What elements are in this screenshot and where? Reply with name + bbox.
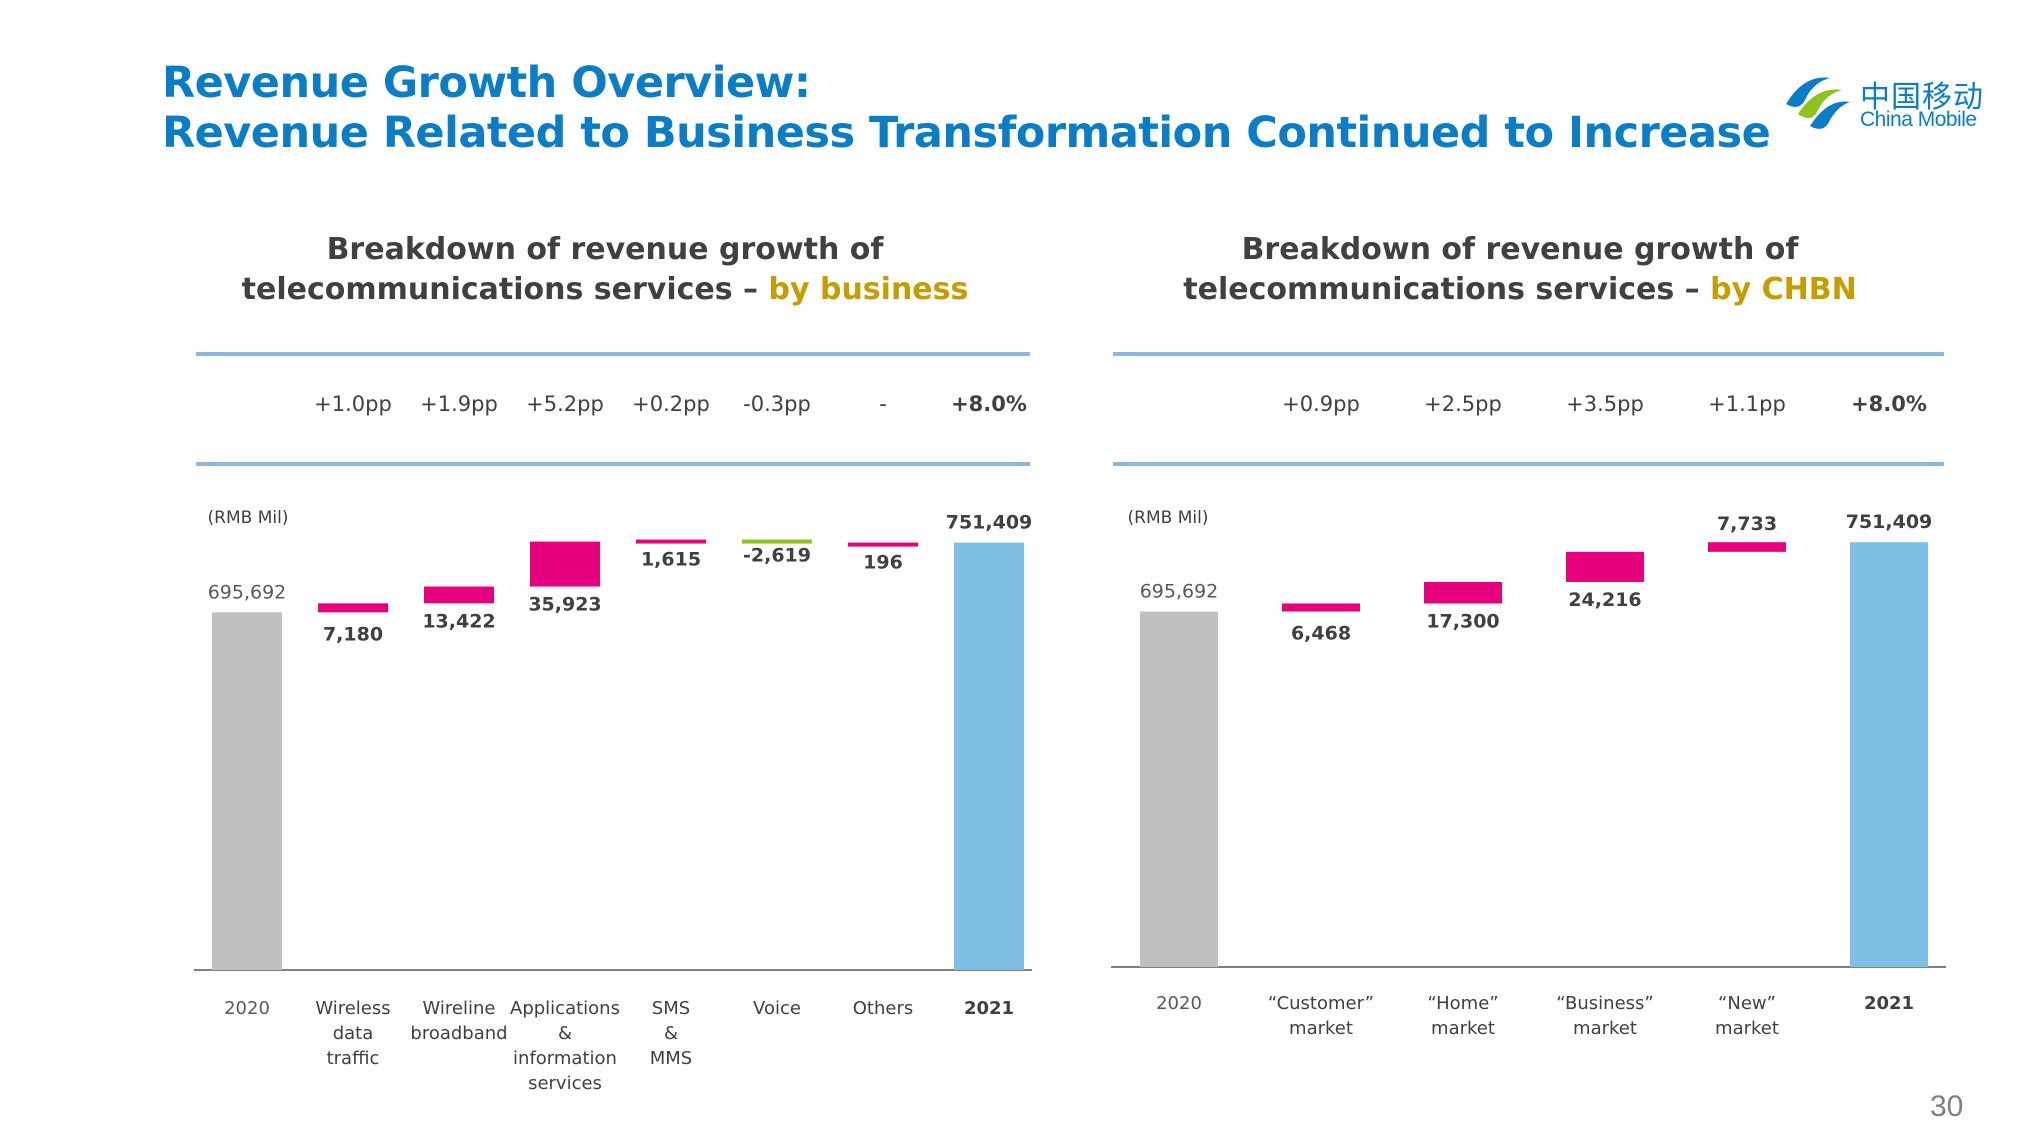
chart-1-category-6-line-0: Others bbox=[853, 998, 914, 1019]
chart-2-category-1-line-0: “Customer” bbox=[1268, 993, 1374, 1014]
chart-1-category-1-line-2: traffic bbox=[327, 1048, 380, 1069]
chart-2-data-label-4: 7,733 bbox=[1717, 513, 1777, 535]
chart-1-category-2-line-1: broadband bbox=[410, 1023, 507, 1044]
chart-1-growth-5: -0.3pp bbox=[743, 392, 811, 416]
chart-1-bar-2 bbox=[424, 586, 494, 604]
chart-2-category-3-line-0: “Business” bbox=[1556, 993, 1653, 1014]
chart-2-category-0-line-0: 2020 bbox=[1156, 993, 1202, 1014]
chart-1-category-4-line-1: & bbox=[664, 1023, 678, 1044]
chart-1-growth-2: +1.9pp bbox=[420, 392, 498, 416]
chart-1-growth-7: +8.0% bbox=[951, 392, 1027, 416]
logo-text-en: China Mobile bbox=[1860, 108, 1977, 131]
chart-2-category-1-line-1: market bbox=[1289, 1018, 1353, 1039]
chart-2-bar-5 bbox=[1850, 542, 1928, 967]
chart-2-bar-0 bbox=[1140, 611, 1218, 967]
chart-2-data-label-0: 695,692 bbox=[1140, 581, 1219, 603]
chart-1-growth-3: +5.2pp bbox=[526, 392, 604, 416]
logo-text-cn: 中国移动 bbox=[1860, 80, 1984, 115]
chart-2-title-highlight: by CHBN bbox=[1710, 272, 1857, 307]
chart-1-category-0-line-0: 2020 bbox=[224, 998, 270, 1019]
chart-1-data-label-6: 196 bbox=[863, 552, 903, 574]
chart-2-data-label-3: 24,216 bbox=[1568, 589, 1641, 611]
chart-1-bar-3 bbox=[530, 541, 600, 587]
chart-2-bar-2 bbox=[1424, 581, 1502, 604]
chart-1-bar-0 bbox=[212, 612, 282, 970]
chart-2-growth-1: +0.9pp bbox=[1282, 392, 1360, 416]
chart-1-category-7-line-0: 2021 bbox=[964, 998, 1014, 1019]
chart-1-category-1-line-1: data bbox=[333, 1023, 374, 1044]
chart-1-category-3-line-1: & bbox=[558, 1023, 572, 1044]
chart-1-category-2-line-0: Wireline bbox=[423, 998, 496, 1019]
chart-2-growth-3: +3.5pp bbox=[1566, 392, 1644, 416]
chart-1-bar-1 bbox=[318, 603, 388, 613]
chart-2-bar-1 bbox=[1282, 603, 1360, 612]
chart-1-data-label-3: 35,923 bbox=[528, 594, 601, 616]
page-title: Revenue Growth Overview: Revenue Related… bbox=[162, 58, 1771, 158]
chart-2-bar-4 bbox=[1708, 542, 1786, 552]
chart-2-growth-2: +2.5pp bbox=[1424, 392, 1502, 416]
page-number: 30 bbox=[1930, 1090, 1964, 1123]
chart-2-growth-5: +8.0% bbox=[1851, 392, 1927, 416]
chart-1-growth-4: +0.2pp bbox=[632, 392, 710, 416]
chart-2-category-2-line-0: “Home” bbox=[1427, 993, 1498, 1014]
chart-1-title-main: Breakdown of revenue growth of telecommu… bbox=[241, 232, 884, 307]
chart-2-bar-3 bbox=[1566, 551, 1644, 582]
chart-1-data-label-2: 13,422 bbox=[422, 610, 495, 632]
chart-1-title: Breakdown of revenue growth of telecommu… bbox=[200, 230, 1010, 310]
chart-1-category-5-line-0: Voice bbox=[753, 998, 801, 1019]
chart-1-growth-1: +1.0pp bbox=[314, 392, 392, 416]
chart-1-category-4-line-2: MMS bbox=[650, 1048, 693, 1069]
chart-2-category-3-line-1: market bbox=[1573, 1018, 1637, 1039]
chart-1-bar-7 bbox=[954, 542, 1024, 970]
chart-2-title: Breakdown of revenue growth of telecommu… bbox=[1115, 230, 1925, 310]
chart-2-title-main: Breakdown of revenue growth of telecommu… bbox=[1183, 232, 1799, 307]
chart-1-data-label-0: 695,692 bbox=[208, 581, 287, 603]
china-mobile-logo-icon bbox=[1786, 77, 1850, 129]
chart-2-unit-label: (RMB Mil) bbox=[1128, 508, 1209, 528]
chart-1-category-4-line-0: SMS bbox=[652, 998, 690, 1019]
chart-1-growth-6: - bbox=[879, 392, 887, 416]
chart-2-category-5-line-0: 2021 bbox=[1864, 993, 1914, 1014]
china-mobile-logo: 中国移动 China Mobile bbox=[1780, 68, 1990, 138]
chart-2-data-label-2: 17,300 bbox=[1426, 610, 1499, 632]
chart-2-category-4-line-0: “New” bbox=[1718, 993, 1776, 1014]
chart-1-category-3-line-0: Applications bbox=[510, 998, 620, 1019]
chart-1-bar-6 bbox=[848, 542, 918, 547]
chart-1-data-label-5: -2,619 bbox=[743, 545, 811, 567]
title-line-2: Revenue Related to Business Transformati… bbox=[162, 108, 1771, 158]
chart-1-title-highlight: by business bbox=[768, 272, 969, 307]
chart-1-bar-5 bbox=[742, 539, 812, 544]
chart-1-category-3-line-3: services bbox=[528, 1073, 602, 1094]
chart-2-data-label-1: 6,468 bbox=[1291, 623, 1351, 645]
chart-2-growth-4: +1.1pp bbox=[1708, 392, 1786, 416]
chart-2-category-2-line-1: market bbox=[1431, 1018, 1495, 1039]
chart-1-data-label-1: 7,180 bbox=[323, 623, 383, 645]
chart-1-category-3-line-2: information bbox=[513, 1048, 617, 1069]
chart-2-category-4-line-1: market bbox=[1715, 1018, 1779, 1039]
chart-2-data-label-5: 751,409 bbox=[1846, 511, 1933, 533]
chart-1-data-label-4: 1,615 bbox=[641, 549, 701, 571]
chart-1-data-label-7: 751,409 bbox=[946, 512, 1033, 534]
title-line-1: Revenue Growth Overview: bbox=[162, 58, 811, 108]
chart-1-category-1-line-0: Wireless bbox=[315, 998, 390, 1019]
chart-1-unit-label: (RMB Mil) bbox=[208, 508, 289, 528]
chart-1-bar-4 bbox=[636, 539, 706, 544]
